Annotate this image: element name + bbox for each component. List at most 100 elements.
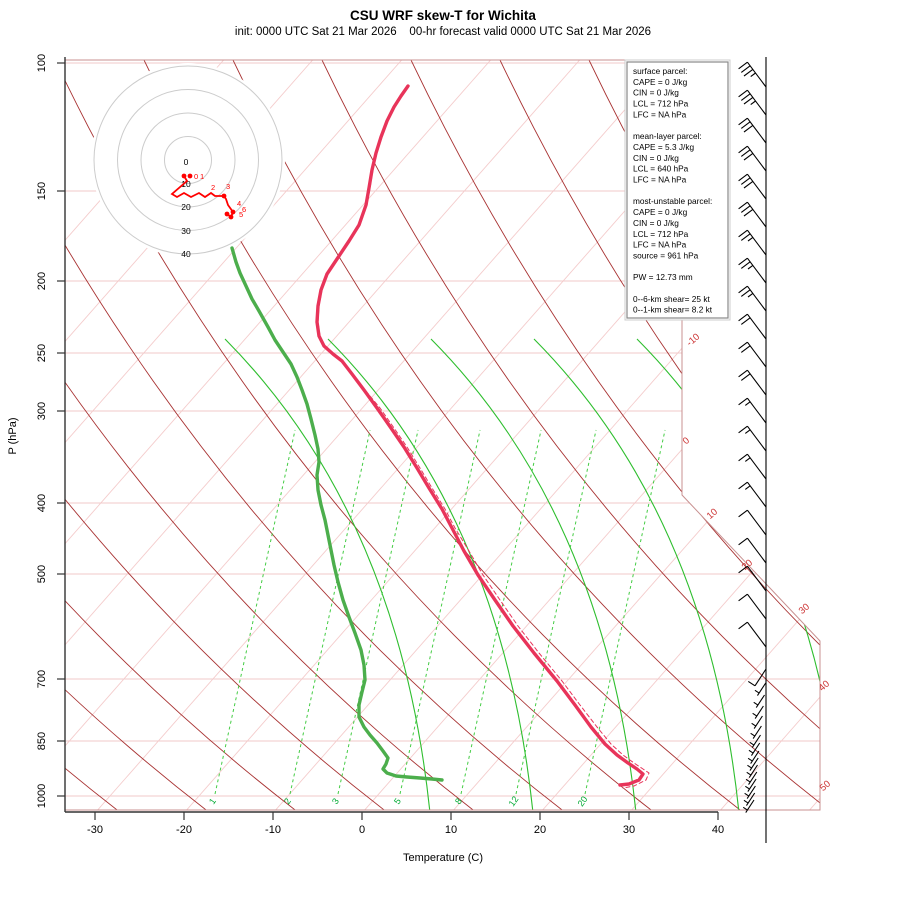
isotherm-label: 10: [705, 506, 720, 521]
wind-barb-half-tick: [754, 689, 760, 694]
wind-barb-tick: [738, 453, 748, 462]
wind-barb: [745, 799, 755, 813]
wind-barb: [748, 764, 758, 778]
wind-barb-half-tick: [752, 712, 758, 717]
hodograph-ring-label: 40: [181, 249, 191, 259]
wind-barb: [747, 778, 757, 792]
hodograph-km-label: 4: [237, 199, 241, 208]
isotherm-line: [628, 60, 820, 810]
hodograph-ring: [93, 65, 283, 255]
wind-barb-half-tick: [747, 757, 753, 762]
wind-barb-half-tick: [750, 72, 756, 78]
wind-barb: [745, 792, 756, 806]
wind-barb: [755, 694, 765, 708]
page-title: CSU WRF skew-T for Wichita: [350, 8, 536, 23]
mixing-ratio-line: [214, 429, 296, 795]
temp-tick-label: 0: [359, 824, 365, 836]
hodograph-ring: [164, 136, 212, 184]
wind-barb-half-tick: [747, 292, 754, 298]
dry-adiabat-line: [65, 60, 567, 810]
wind-barb: [751, 734, 761, 748]
wind-barb-half-tick: [743, 799, 749, 804]
pressure-tick-label: 200: [36, 272, 48, 290]
moist-adiabat-line: [533, 338, 740, 810]
isotherm-label: 0: [681, 435, 692, 447]
dry-adiabat-line: [65, 60, 211, 810]
isotherm-line: [717, 60, 820, 810]
wind-barb-half-tick: [747, 236, 754, 242]
wind-barb-tick: [740, 289, 751, 297]
wind-barb-tick: [740, 261, 751, 269]
parcel-info-line: LFC = NA hPa: [633, 109, 687, 119]
temp-tick-label: -10: [265, 824, 281, 836]
mixing-ratio-label: 12: [507, 794, 521, 808]
wind-barb-half-tick: [750, 100, 756, 106]
hodograph-dot: [181, 173, 187, 179]
wind-barb: [746, 425, 767, 452]
wind-barb-tick: [747, 680, 756, 687]
isotherm-label: 40: [817, 678, 832, 693]
pressure-tick-label: 150: [36, 182, 48, 200]
wind-barb-tick: [740, 205, 751, 213]
wind-barb: [749, 757, 759, 771]
wind-barb: [746, 341, 767, 368]
isotherm-line: [65, 60, 402, 810]
wind-barb-half-tick: [747, 764, 752, 769]
parcel-info-line: LFC = NA hPa: [633, 240, 687, 250]
wind-barb: [746, 229, 767, 256]
wind-barb-half-tick: [753, 701, 759, 706]
hodograph-disk: [91, 63, 285, 257]
wind-barb-tick: [738, 229, 748, 238]
pressure-tick-label: 300: [36, 402, 48, 420]
wind-barb-tick: [740, 149, 751, 157]
wind-barb-half-tick: [749, 741, 755, 746]
temp-tick-label: 10: [445, 824, 457, 836]
wind-barb-column: [738, 57, 767, 843]
pressure-tick-label: 100: [36, 54, 48, 72]
temp-tick-label: 30: [623, 824, 635, 836]
isotherm-line: [272, 60, 820, 810]
wind-barb: [750, 742, 761, 756]
pressure-tick-label: 700: [36, 670, 48, 688]
hodograph-ring-label: 20: [181, 202, 191, 212]
x-axis-title: Temperature (C): [403, 852, 483, 864]
pressure-tick-label: 1000: [36, 784, 48, 808]
wind-barb: [746, 145, 767, 172]
wind-barb-half-tick: [744, 401, 751, 406]
wind-barb-tick: [743, 68, 754, 77]
hodograph-dot: [228, 214, 234, 220]
wind-barb: [754, 705, 764, 719]
wind-barb: [746, 453, 767, 480]
wind-barb-tick: [738, 285, 748, 294]
wind-barb-half-tick: [745, 785, 750, 790]
wind-barb-tick: [743, 124, 754, 133]
isotherm-line: [539, 60, 820, 810]
mixing-ratio-label: 8: [453, 796, 464, 806]
isotherm-line: [65, 60, 491, 810]
wind-barb-tick: [743, 152, 754, 161]
isotherm-line: [65, 60, 669, 810]
wind-barb-tick: [738, 61, 748, 70]
mixing-ratio-line: [337, 429, 419, 795]
wind-barb: [746, 257, 767, 284]
wind-barb: [746, 593, 767, 620]
wind-barb-half-tick: [747, 264, 754, 270]
parcel-info-line: source = 961 hPa: [633, 250, 699, 260]
mixing-ratio-line: [399, 429, 481, 795]
wind-barb-tick: [738, 593, 748, 602]
wind-barb: [746, 509, 767, 536]
hodograph-km-label: 1: [200, 172, 204, 181]
parcel-info-line: LCL = 712 hPa: [633, 99, 689, 109]
wind-barb-tick: [738, 145, 748, 154]
parcel-info-line: CIN = 0 J/kg: [633, 153, 679, 163]
parcel-info-line: LCL = 712 hPa: [633, 229, 689, 239]
wind-barb-tick: [738, 481, 748, 490]
wind-barb: [752, 725, 762, 739]
wind-barb-half-tick: [744, 485, 751, 490]
wind-barb-tick: [740, 177, 751, 185]
wind-barb: [746, 369, 767, 396]
hodograph-dot: [187, 173, 193, 179]
dry-adiabat-line: [65, 60, 300, 810]
